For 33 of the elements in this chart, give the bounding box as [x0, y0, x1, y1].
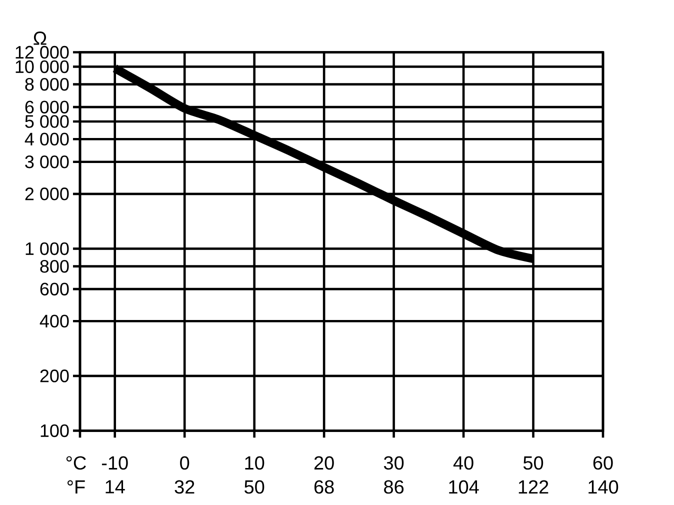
- x2-axis-title: °F: [68, 480, 85, 494]
- x-tick-label: 40: [453, 456, 474, 470]
- x-tick-label: 60: [593, 456, 613, 470]
- x2-tick-label: 140: [588, 480, 618, 494]
- y-tick-label: 3 000: [25, 155, 69, 168]
- y-tick-label: 100: [40, 424, 69, 438]
- y-axis-title: Ω: [34, 32, 46, 45]
- y-tick-label: 800: [40, 260, 69, 273]
- x-axis-title: °C: [66, 456, 86, 470]
- x2-tick-label: 86: [384, 480, 404, 494]
- x2-tick-label: 14: [106, 480, 125, 494]
- y-tick-label: 12 000: [16, 46, 69, 59]
- x2-tick-label: 68: [314, 480, 334, 494]
- x2-tick-label: 122: [518, 480, 548, 494]
- y-tick-label: 10 000: [16, 60, 69, 74]
- x-tick-label: -10: [102, 456, 128, 470]
- x-tick-label: 50: [523, 456, 544, 470]
- y-tick-label: 200: [40, 370, 69, 382]
- y-tick-label: 5 000: [25, 115, 69, 128]
- y-tick-label: 8 000: [25, 78, 69, 91]
- y-tick-label: 400: [40, 314, 69, 328]
- x-tick-label: 10: [245, 456, 264, 470]
- x2-tick-label: 50: [244, 480, 264, 494]
- x-tick-label: 20: [314, 456, 334, 470]
- x2-tick-label: 104: [449, 480, 479, 494]
- x2-tick-label: 32: [174, 480, 194, 494]
- y-tick-label: 1 000: [26, 242, 69, 256]
- y-tick-label: 4 000: [24, 132, 69, 146]
- y-tick-label: 600: [40, 282, 69, 296]
- x-tick-label: 0: [180, 456, 190, 470]
- y-tick-label: 6 000: [25, 100, 69, 114]
- y-tick-label: 2 000: [25, 188, 69, 200]
- x-tick-label: 30: [384, 456, 404, 470]
